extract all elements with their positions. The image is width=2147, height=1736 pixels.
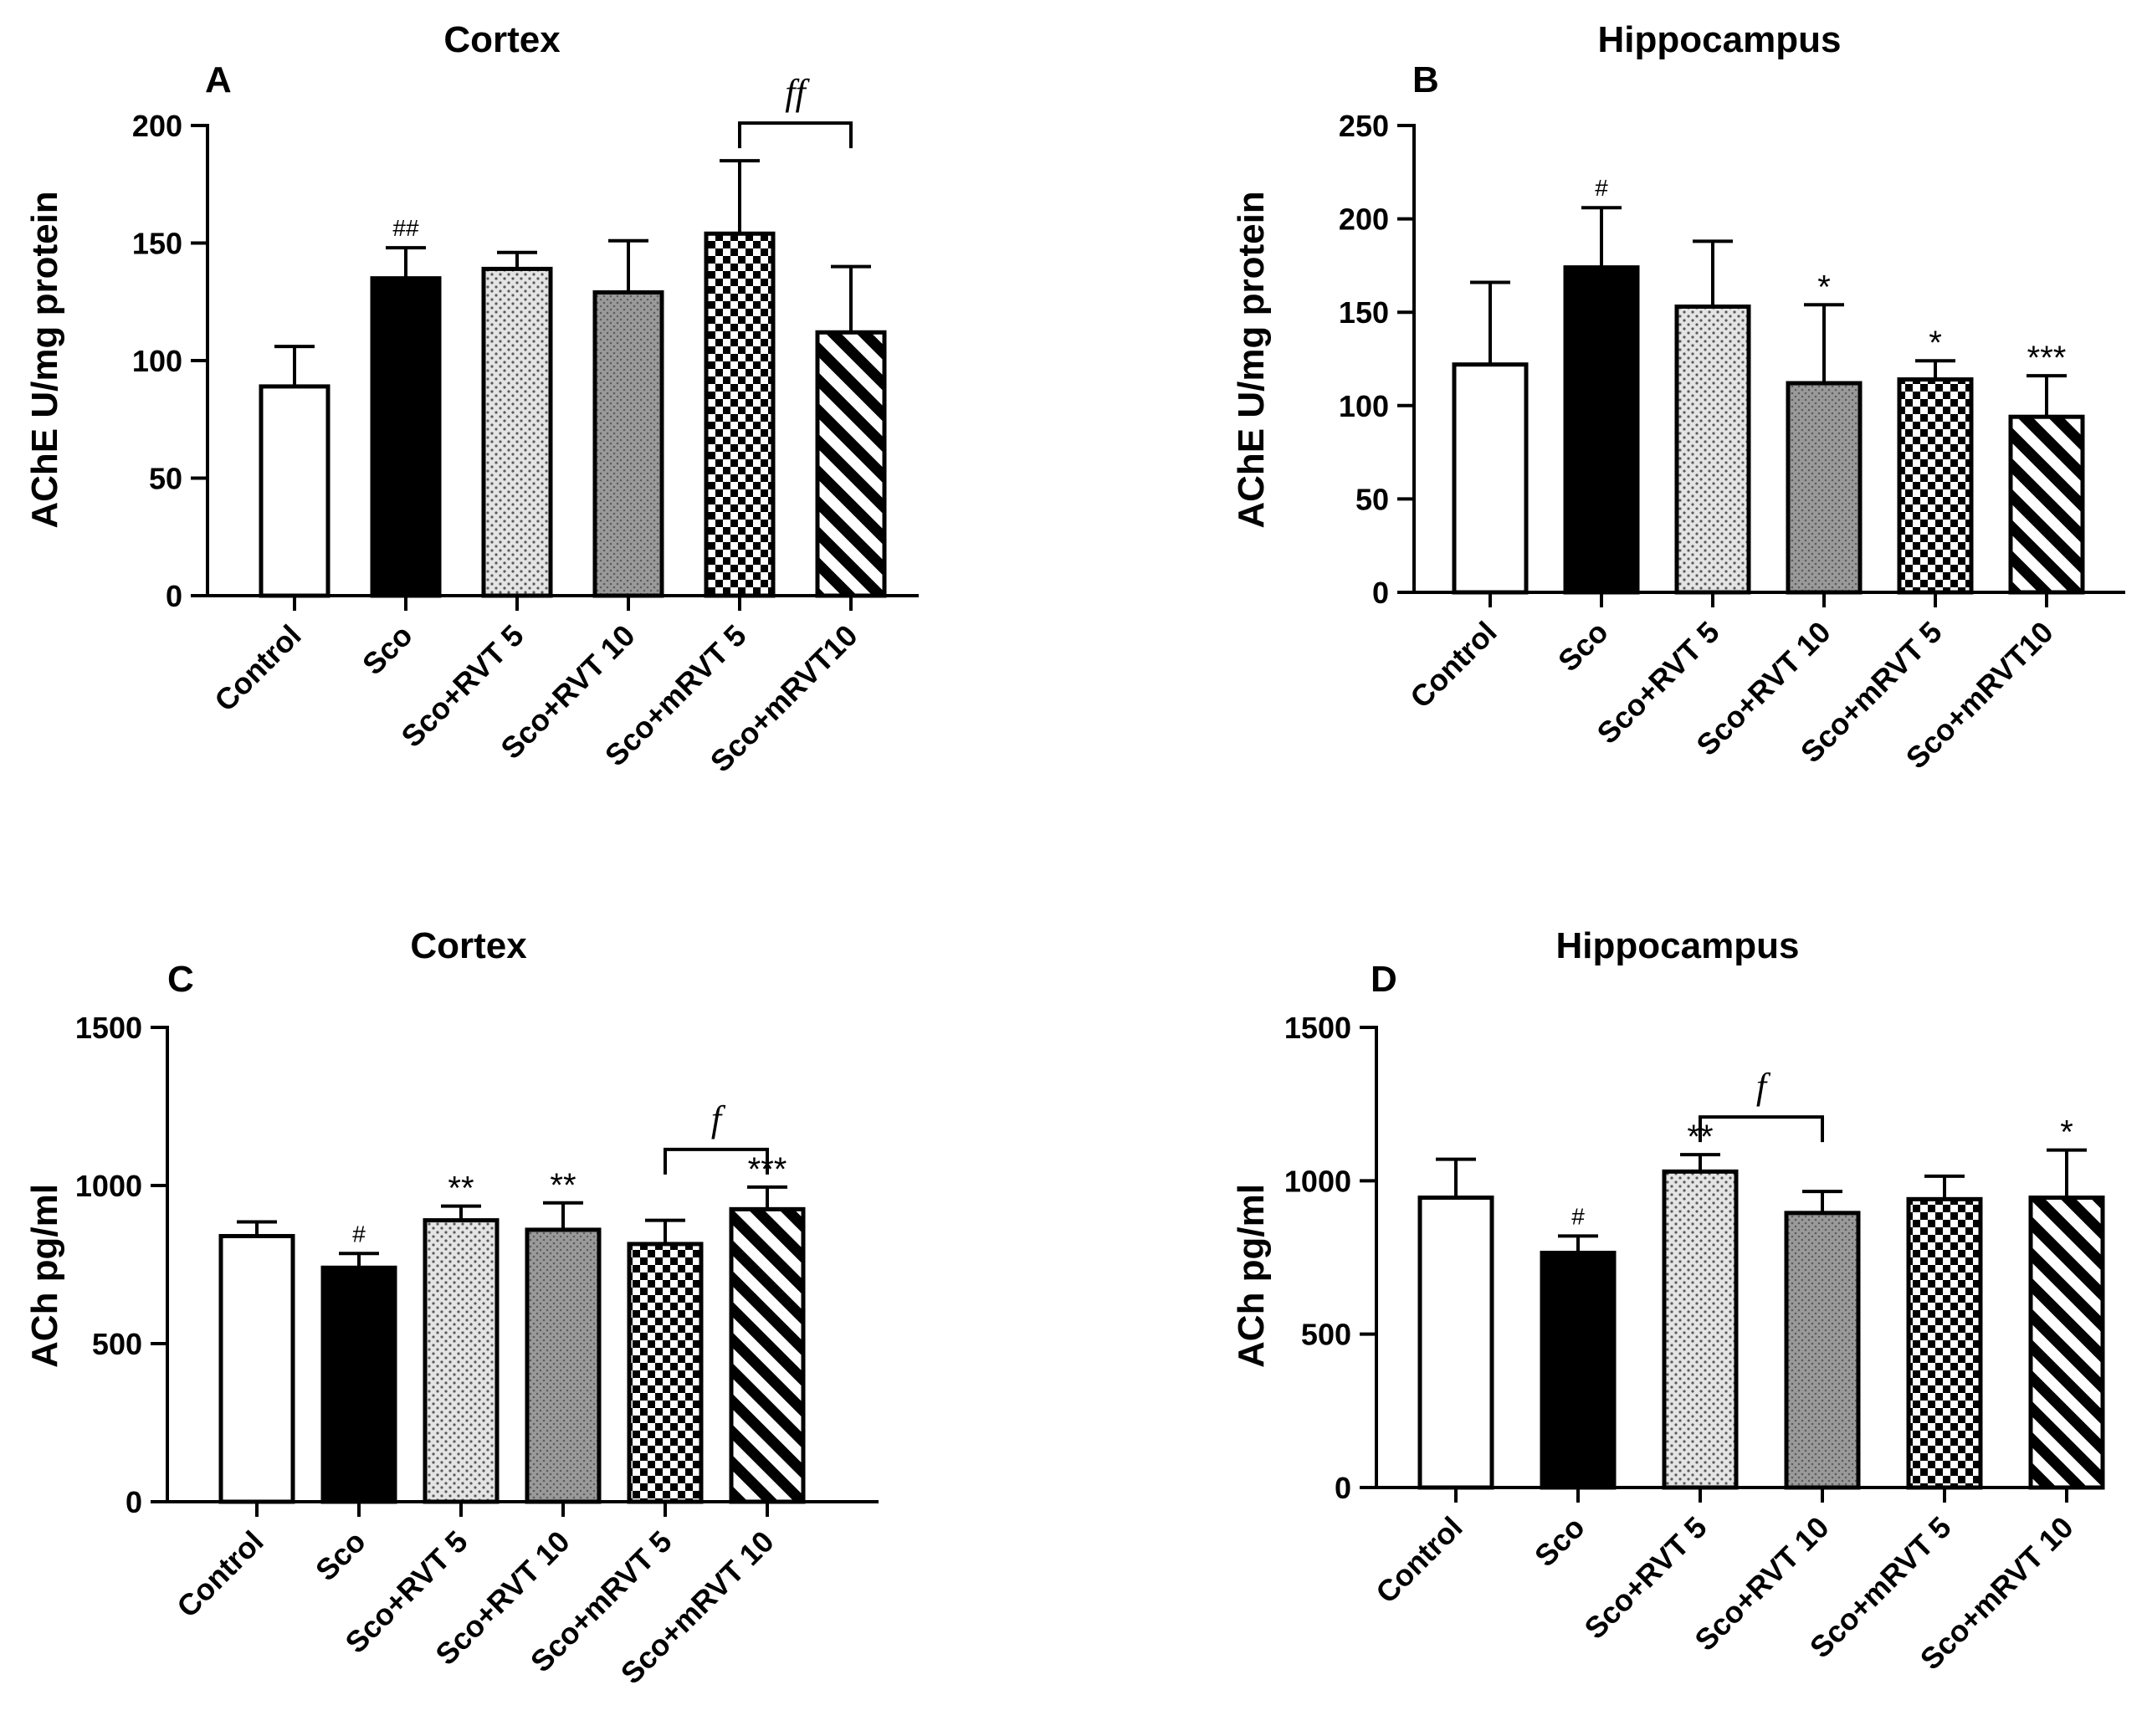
y-tick-label: 200 [132, 109, 182, 143]
bar-sco-mrvt10 [2008, 414, 2085, 595]
bar-sco-mrvt-10 [2028, 1196, 2105, 1490]
bar-sco-mrvt-5 [1897, 377, 1974, 595]
panel-b-y-axis-label: AChE U/mg protein [1231, 191, 1272, 528]
bar-sco-mrvt-5 [627, 1242, 704, 1504]
y-tick-label: 50 [149, 462, 182, 496]
y-tick-label: 1000 [75, 1169, 142, 1203]
bar-control [218, 1233, 295, 1504]
panel-d-y-axis-label: ACh pg/ml [1231, 1184, 1272, 1368]
y-tick-label: 500 [92, 1327, 142, 1361]
significance-label: ## [392, 215, 419, 241]
bar-sco-rvt-5 [1674, 305, 1751, 595]
panel-c: C Cortex ACh pg/ml 0 500 1000 1500 Control Sc… [24, 925, 879, 1691]
panel-d-title: Hippocampus [1556, 925, 1800, 966]
y-tick-label: 1500 [75, 1011, 142, 1045]
bar-sco [1540, 1251, 1617, 1490]
comparison-label: ff [785, 72, 810, 113]
bar-sco-mrvt10 [815, 330, 887, 598]
y-tick-label: 50 [1355, 482, 1389, 516]
y-tick-label: 500 [1301, 1318, 1351, 1352]
significance-label: # [1571, 1203, 1585, 1229]
comparison-label: f [1756, 1066, 1771, 1107]
panel-d-label: D [1371, 959, 1397, 1000]
y-tick-label: 0 [126, 1485, 142, 1519]
y-tick-label: 250 [1339, 109, 1389, 143]
significance-label: * [1929, 325, 1942, 361]
panel-a: A Cortex AChE U/mg protein 0 50 100 150 200 C… [24, 19, 919, 779]
bar-sco-rvt-5 [481, 266, 553, 598]
panel-a-y-axis-label: AChE U/mg protein [24, 191, 65, 528]
bar-sco [320, 1265, 397, 1504]
bar-control [1452, 362, 1529, 595]
x-tick-label: Sco+RVT 5 [1577, 1510, 1713, 1646]
bar-sco [370, 276, 442, 598]
significance-label: # [1595, 175, 1608, 201]
x-tick-label: Sco [1528, 1510, 1591, 1574]
bar-sco-rvt-10 [1786, 381, 1863, 595]
y-tick-label: 0 [166, 579, 182, 613]
bar-sco-rvt-10 [592, 290, 664, 598]
bar-sco [1563, 265, 1640, 595]
bar-sco-rvt-10 [525, 1227, 602, 1504]
y-tick-label: 100 [132, 344, 182, 378]
comparison-bracket [738, 121, 853, 149]
x-tick-label: Control [170, 1524, 269, 1624]
panel-c-y-axis-label: ACh pg/ml [24, 1184, 65, 1368]
x-tick-label: Control [208, 618, 307, 718]
bar-sco-mrvt-10 [729, 1206, 806, 1504]
panel-d: D Hippocampus ACh pg/ml 0 500 1000 1500 Cont… [1231, 925, 2105, 1677]
bar-sco-rvt-5 [423, 1218, 500, 1504]
significance-label: ** [448, 1170, 474, 1207]
y-tick-label: 200 [1339, 202, 1389, 237]
y-tick-label: 1500 [1284, 1011, 1351, 1045]
x-tick-label: Sco [309, 1524, 372, 1588]
comparison-label: f [711, 1098, 726, 1139]
panel-c-label: C [167, 959, 194, 1000]
comparison-bracket [664, 1147, 769, 1175]
significance-label: # [352, 1221, 366, 1247]
comparison-bracket [1699, 1115, 1824, 1143]
x-tick-label: Control [1369, 1510, 1468, 1610]
bar-sco-rvt-10 [1784, 1211, 1861, 1490]
y-tick-label: 1000 [1284, 1164, 1351, 1198]
panel-b-label: B [1412, 59, 1439, 100]
y-tick-label: 150 [1339, 295, 1389, 330]
panel-a-label: A [205, 59, 232, 100]
y-tick-label: 100 [1339, 389, 1389, 423]
x-tick-label: Sco [1551, 615, 1615, 679]
bar-control [1417, 1196, 1494, 1490]
x-tick-label: Sco [356, 618, 419, 682]
bar-sco-rvt-5 [1662, 1169, 1739, 1490]
panel-c-title: Cortex [410, 925, 527, 966]
y-tick-label: 0 [1335, 1471, 1351, 1505]
x-tick-label: Control [1403, 615, 1503, 714]
bar-sco-mrvt-5 [1906, 1196, 1983, 1490]
y-tick-label: 150 [132, 227, 182, 261]
significance-label: * [2060, 1114, 2073, 1151]
significance-label: ** [550, 1167, 576, 1204]
bar-sco-mrvt-5 [704, 231, 776, 598]
panel-b: B Hippocampus AChE U/mg protein 0 50 100 15… [1231, 19, 2125, 776]
significance-label: *** [2027, 340, 2067, 376]
panel-a-title: Cortex [443, 19, 561, 60]
bar-control [259, 384, 331, 598]
y-tick-label: 0 [1372, 576, 1389, 610]
significance-label: * [1817, 269, 1831, 305]
panel-b-title: Hippocampus [1598, 19, 1842, 60]
